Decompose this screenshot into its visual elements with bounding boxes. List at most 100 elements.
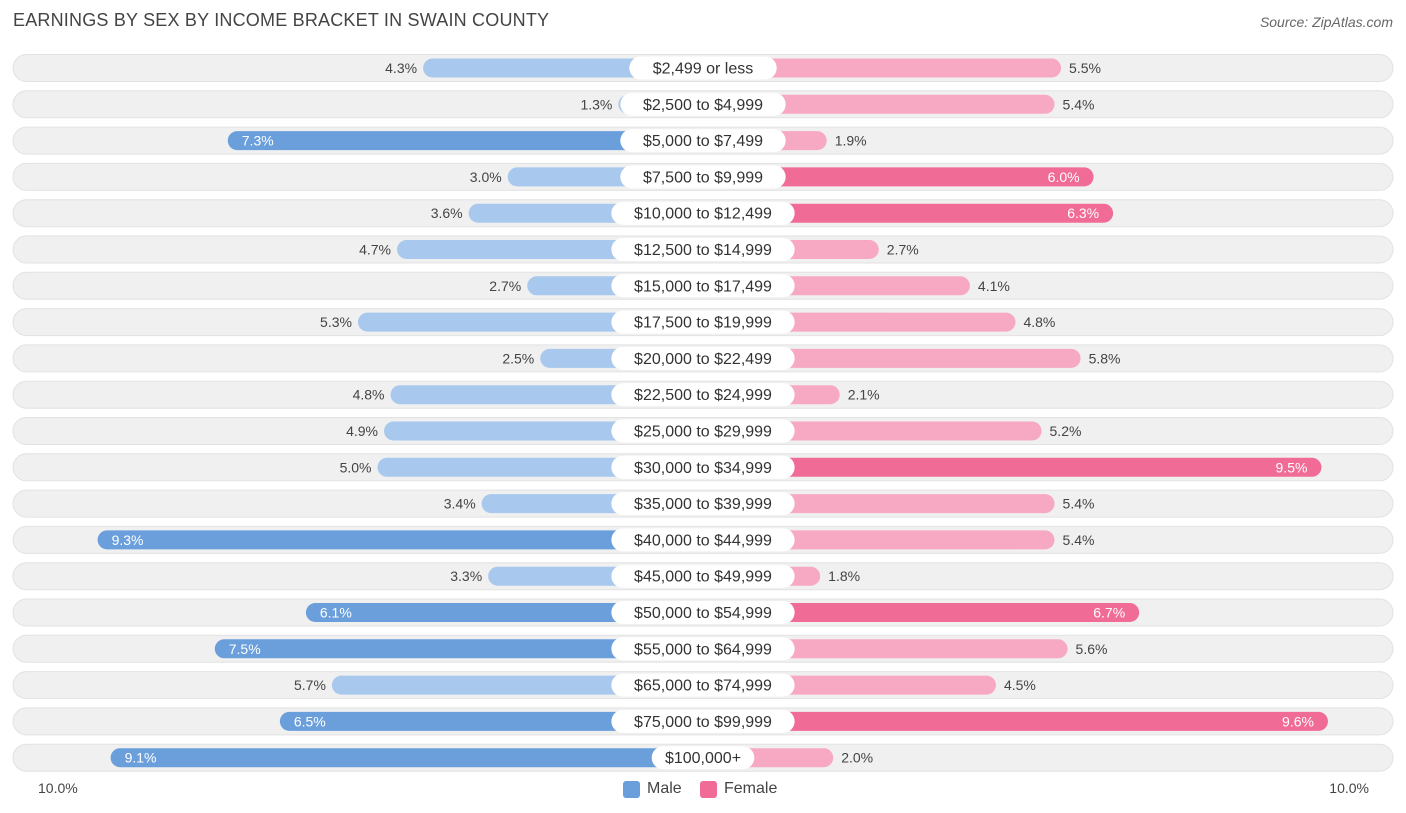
male-value-label: 5.7% [294, 677, 326, 693]
category-label: $5,000 to $7,499 [643, 133, 763, 150]
male-value-label: 6.1% [320, 605, 352, 621]
female-value-label: 5.2% [1050, 423, 1082, 439]
male-value-label: 2.5% [502, 350, 534, 366]
category-label: $55,000 to $64,999 [634, 641, 772, 658]
female-bar[interactable] [703, 348, 1081, 368]
male-value-label: 1.3% [580, 96, 612, 112]
category-pill [611, 601, 795, 624]
category-label: $35,000 to $39,999 [634, 496, 772, 513]
female-value-label: 5.4% [1063, 96, 1095, 112]
category-pill [611, 637, 795, 661]
male-value-label: 4.3% [385, 60, 417, 76]
female-value-label: 4.8% [1023, 314, 1055, 330]
axis-right-label: 10.0% [1329, 780, 1369, 796]
female-value-label: 1.9% [835, 133, 867, 149]
category-pill [611, 492, 795, 516]
male-bar[interactable] [97, 530, 703, 550]
legend-swatch-male [623, 780, 640, 798]
female-bar[interactable] [703, 457, 1322, 477]
legend-label-male: Male [647, 780, 682, 797]
source-note: Source: ZipAtlas.com [1259, 14, 1393, 30]
legend-item-male[interactable]: Male [623, 778, 682, 800]
female-value-label: 6.3% [1067, 205, 1099, 221]
female-bar[interactable] [703, 711, 1328, 731]
female-value-label: 2.1% [848, 387, 880, 403]
male-value-label: 3.6% [431, 205, 463, 221]
male-bar[interactable] [279, 711, 703, 731]
male-value-label: 3.3% [450, 568, 482, 584]
legend-item-female[interactable]: Female [700, 778, 777, 800]
category-label: $7,500 to $9,999 [643, 169, 763, 186]
category-label: $2,499 or less [653, 61, 754, 78]
category-pill [611, 274, 795, 298]
female-value-label: 5.6% [1076, 641, 1108, 657]
category-label: $75,000 to $99,999 [634, 714, 772, 731]
category-pill [611, 346, 795, 370]
female-value-label: 5.4% [1063, 532, 1095, 548]
category-pill [611, 528, 795, 552]
category-pill [611, 310, 795, 334]
category-label: $45,000 to $49,999 [634, 569, 772, 586]
category-label: $40,000 to $44,999 [634, 532, 772, 549]
category-label: $50,000 to $54,999 [634, 605, 772, 622]
male-bar[interactable] [110, 748, 704, 768]
female-value-label: 6.7% [1093, 605, 1125, 621]
male-value-label: 5.0% [340, 459, 372, 475]
axis-left-label: 10.0% [38, 780, 78, 796]
male-value-label: 4.8% [353, 387, 385, 403]
male-value-label: 6.5% [294, 713, 326, 729]
category-pill [611, 201, 795, 225]
male-bar[interactable] [331, 675, 703, 695]
category-label: $20,000 to $22,499 [634, 351, 772, 368]
female-bar[interactable] [703, 603, 1140, 622]
category-pill [611, 238, 795, 261]
category-pill [620, 129, 786, 153]
legend: Male Female [0, 778, 1406, 800]
category-pill [611, 709, 795, 733]
category-label: $10,000 to $12,499 [634, 206, 772, 223]
female-bar[interactable] [703, 203, 1114, 223]
male-value-label: 4.7% [359, 242, 391, 258]
male-value-label: 4.9% [346, 423, 378, 439]
male-bar[interactable] [305, 603, 703, 622]
female-value-label: 6.0% [1048, 169, 1080, 185]
male-value-label: 9.3% [112, 532, 144, 548]
male-value-label: 3.0% [470, 169, 502, 185]
female-value-label: 2.0% [841, 750, 873, 766]
female-value-label: 2.7% [887, 242, 919, 258]
legend-label-female: Female [724, 780, 778, 797]
category-label: $100,000+ [665, 750, 741, 767]
male-value-label: 7.3% [242, 133, 274, 149]
category-pill [611, 419, 795, 443]
chart-title: EARNINGS BY SEX BY INCOME BRACKET IN SWA… [13, 10, 550, 30]
category-pill [611, 673, 795, 697]
category-label: $17,500 to $19,999 [634, 315, 772, 332]
chart-canvas: 4.3% 5.5% $2,499 or less 1.3% 5.4% $2,500 to … [12, 54, 1394, 772]
female-value-label: 5.5% [1069, 60, 1101, 76]
female-bar[interactable] [703, 94, 1055, 114]
category-label: $2,500 to $4,999 [643, 97, 763, 114]
male-value-label: 2.7% [489, 278, 521, 294]
male-value-label: 3.4% [444, 496, 476, 512]
male-value-label: 9.1% [125, 750, 157, 766]
female-value-label: 5.4% [1063, 496, 1095, 512]
category-pill [611, 383, 795, 407]
female-bar[interactable] [703, 58, 1062, 78]
female-bar[interactable] [703, 167, 1094, 187]
male-bar[interactable] [214, 639, 703, 659]
category-label: $65,000 to $74,999 [634, 678, 772, 695]
male-value-label: 7.5% [229, 641, 261, 657]
female-value-label: 5.8% [1089, 350, 1121, 366]
category-label: $25,000 to $29,999 [634, 424, 772, 441]
category-pill [651, 746, 755, 770]
female-value-label: 4.5% [1004, 677, 1036, 693]
category-label: $22,500 to $24,999 [634, 387, 772, 404]
female-value-label: 9.5% [1276, 459, 1308, 475]
female-value-label: 9.6% [1282, 713, 1314, 729]
category-pill [620, 165, 786, 189]
male-bar[interactable] [227, 131, 703, 151]
category-pill [629, 56, 777, 80]
male-value-label: 5.3% [320, 314, 352, 330]
female-bar[interactable] [703, 639, 1068, 659]
legend-swatch-female [700, 780, 717, 798]
